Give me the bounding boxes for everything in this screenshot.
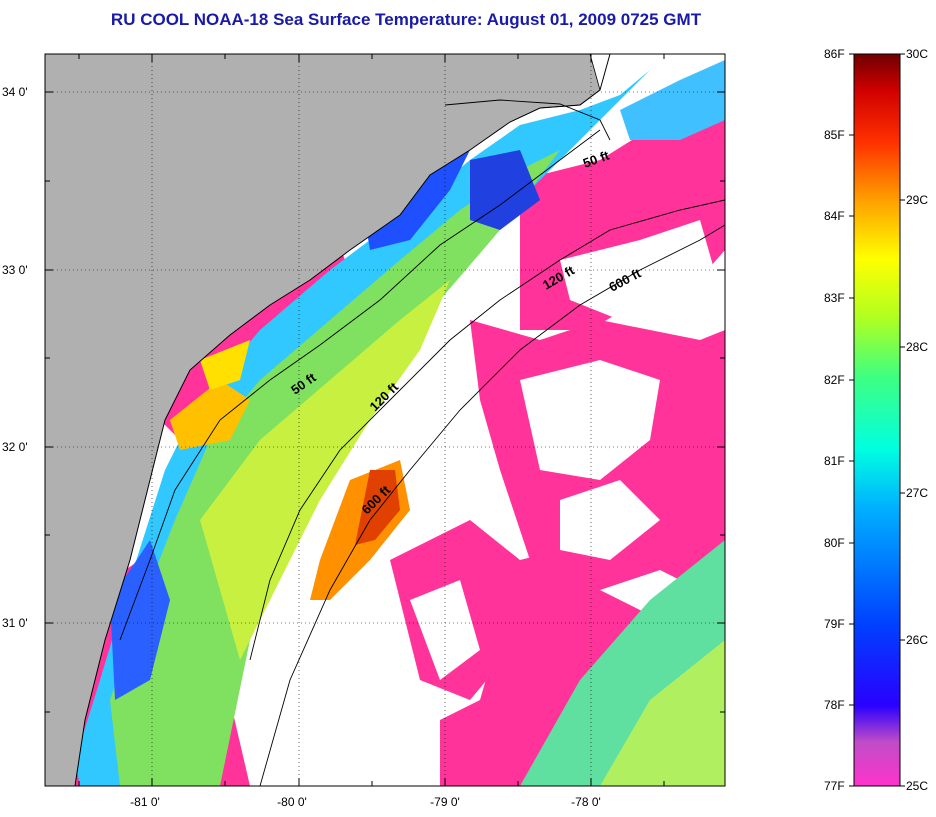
- c-label: 25C: [906, 779, 928, 793]
- c-label: 28C: [906, 340, 928, 354]
- lat-label: 31 0': [2, 616, 28, 630]
- f-label: 81F: [824, 454, 845, 468]
- c-label: 27C: [906, 486, 928, 500]
- sst-image: 50 ft 50 ft 120 ft 120 ft 600 ft 600 ft: [45, 54, 725, 786]
- isobath-50ft: [119, 129, 601, 641]
- latitude-labels: 34 0' 33 0' 32 0' 31 0': [2, 85, 28, 630]
- f-label: 77F: [824, 779, 845, 793]
- lon-label: -78 0': [571, 795, 601, 809]
- fahrenheit-labels: 86F 85F 84F 83F 82F 81F 80F 79F 78F 77F: [824, 47, 845, 793]
- lon-label: -79 0': [430, 795, 460, 809]
- longitude-labels: -81 0' -80 0' -79 0' -78 0': [130, 795, 601, 809]
- colorbar: 86F 85F 84F 83F 82F 81F 80F 79F 78F 77F …: [824, 47, 928, 793]
- f-label: 79F: [824, 617, 845, 631]
- lat-label: 33 0': [2, 263, 28, 277]
- lon-label: -81 0': [130, 795, 160, 809]
- f-label: 78F: [824, 698, 845, 712]
- land-mass: [45, 54, 600, 786]
- lon-label: -80 0': [277, 795, 307, 809]
- isobath-120ft: [249, 199, 725, 661]
- celsius-labels: 30C 29C 28C 27C 26C 25C: [906, 47, 928, 793]
- map-title: RU COOL NOAA-18 Sea Surface Temperature:…: [110, 10, 702, 29]
- c-label: 30C: [906, 47, 928, 61]
- f-label: 83F: [824, 291, 845, 305]
- f-label: 85F: [824, 128, 845, 142]
- f-label: 84F: [824, 209, 845, 223]
- colorbar-gradient: [854, 54, 900, 786]
- c-label: 26C: [906, 633, 928, 647]
- graticule: [45, 54, 725, 786]
- map-frame: [44, 53, 726, 787]
- lat-label: 34 0': [2, 85, 28, 99]
- isobath-50ft-north: [444, 99, 611, 141]
- lat-label: 32 0': [2, 440, 28, 454]
- coastline: [74, 54, 611, 786]
- f-label: 86F: [824, 47, 845, 61]
- f-label: 82F: [824, 373, 845, 387]
- axis-ticks: [45, 54, 725, 786]
- c-label: 29C: [906, 193, 928, 207]
- isobath-600ft: [259, 224, 725, 786]
- f-label: 80F: [824, 536, 845, 550]
